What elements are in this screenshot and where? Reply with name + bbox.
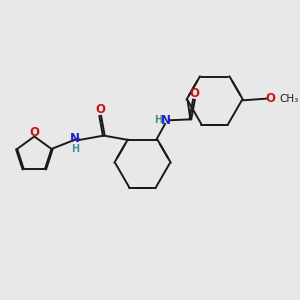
Text: H: H — [71, 144, 79, 154]
Text: CH₃: CH₃ — [280, 94, 299, 103]
Text: O: O — [95, 103, 105, 116]
Text: N: N — [161, 114, 171, 127]
Text: H: H — [154, 115, 162, 125]
Text: O: O — [29, 126, 39, 140]
Text: N: N — [70, 132, 80, 145]
Text: O: O — [189, 87, 199, 100]
Text: O: O — [265, 92, 275, 105]
